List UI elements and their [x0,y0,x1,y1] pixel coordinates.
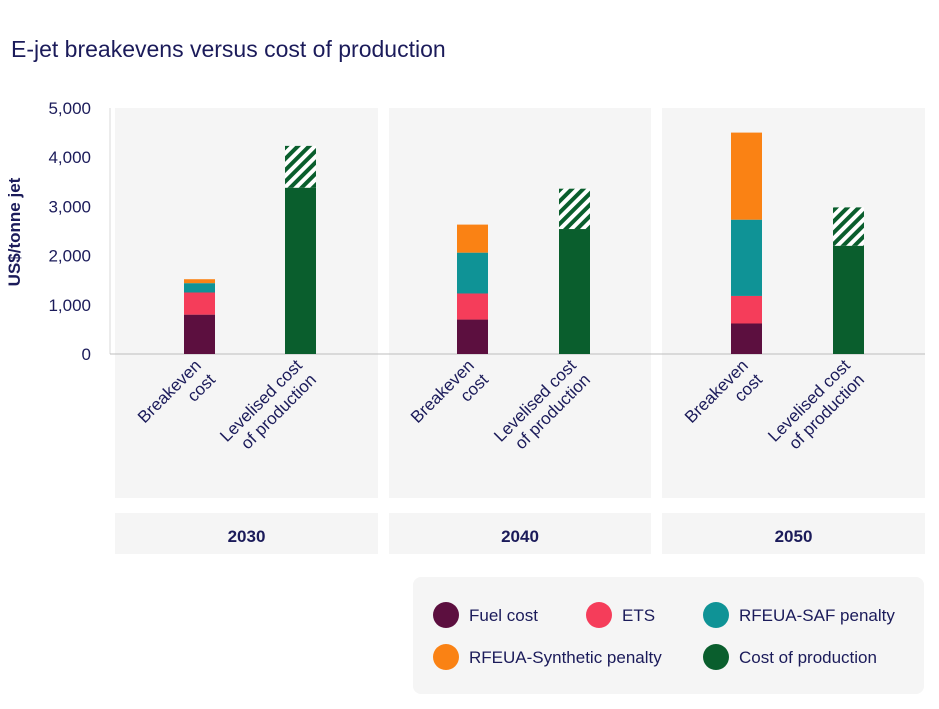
bars [184,132,864,354]
bar-segment-syn-2030-breakeven [184,279,215,284]
legend-swatch-fuel [433,602,459,628]
y-tick-label: 5,000 [48,99,91,118]
bar-segment-ets-2050-breakeven [731,295,762,324]
legend-box [413,577,924,694]
legend: Fuel cost ETS RFEUA-SAF penalty RFEUA-Synth… [413,577,924,694]
legend-swatch-syn [433,644,459,670]
group-labels: 2030 2040 2050 [228,527,813,546]
bar-segment-saf-2050-breakeven [731,219,762,296]
y-tick-label: 1,000 [48,296,91,315]
bar-segment-cop-2050-levelised [833,245,864,354]
legend-label-saf: RFEUA-SAF penalty [739,606,895,625]
legend-label-cop: Cost of production [739,648,877,667]
legend-label-ets: ETS [622,606,655,625]
bar-segment-range-2030-levelised [285,145,316,188]
y-axis: 0 1,000 2,000 3,000 4,000 5,000 [48,99,925,364]
bar-segment-fuel-2050-breakeven [731,323,762,354]
legend-label-syn: RFEUA-Synthetic penalty [469,648,662,667]
bar-segment-cop-2040-levelised [559,229,590,354]
group-label-2040: 2040 [501,527,539,546]
legend-swatch-ets [586,602,612,628]
bar-segment-syn-2050-breakeven [731,132,762,220]
group-strip-2050 [662,513,925,554]
panel-2050 [662,108,925,498]
bar-segment-range-2040-levelised [559,188,590,230]
legend-label-fuel: Fuel cost [469,606,538,625]
bar-segment-ets-2030-breakeven [184,292,215,315]
group-label-2050: 2050 [775,527,813,546]
group-panels [115,108,925,554]
chart-title: E-jet breakevens versus cost of producti… [11,36,446,62]
bar-segment-fuel-2030-breakeven [184,314,215,354]
group-label-2030: 2030 [228,527,266,546]
bar-segment-saf-2030-breakeven [184,283,215,293]
y-tick-label: 2,000 [48,247,91,266]
y-axis-label: US$/tonne jet [5,177,24,286]
bar-segment-syn-2040-breakeven [457,224,488,253]
bar-segment-range-2050-levelised [833,207,864,246]
bar-segment-fuel-2040-breakeven [457,319,488,354]
bar-segment-ets-2040-breakeven [457,293,488,320]
group-strip-2030 [115,513,378,554]
bar-segment-cop-2030-levelised [285,187,316,354]
bar-segment-saf-2040-breakeven [457,252,488,294]
panel-2030 [115,108,378,498]
group-strip-2040 [389,513,651,554]
y-tick-label: 0 [82,345,91,364]
panel-2040 [389,108,651,498]
legend-swatch-cop [703,644,729,670]
y-tick-label: 4,000 [48,148,91,167]
y-tick-label: 3,000 [48,197,91,216]
legend-swatch-saf [703,602,729,628]
